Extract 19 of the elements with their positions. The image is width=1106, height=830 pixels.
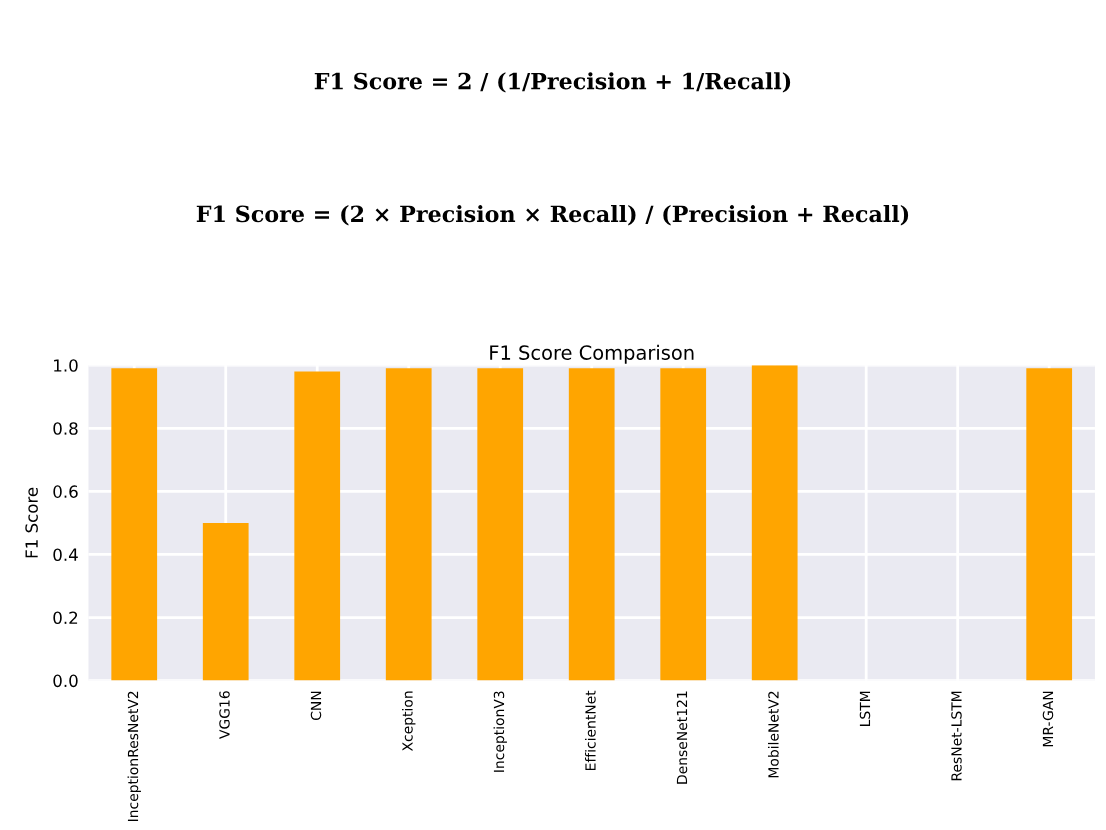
chart-title: F1 Score Comparison (490, 344, 694, 364)
text: F1 Score = (2 × Precision × Recall) / (Precision + Recall) (196, 205, 909, 226)
bar (385, 368, 432, 681)
y-tick-label: 0.0 (53, 674, 78, 688)
bar (111, 368, 158, 681)
bar (568, 368, 615, 681)
bar (751, 365, 798, 681)
text: F1 Score = 2 / (1/Precision + 1/Recall) (314, 72, 791, 93)
y-tick-label: 0.2 (53, 611, 78, 625)
y-tick-label: 0.8 (53, 422, 78, 435)
bar (202, 522, 249, 681)
y-tick-label: 0.4 (53, 548, 78, 562)
bar (660, 368, 707, 681)
bar (477, 368, 524, 681)
y-tick-label: 0.6 (53, 485, 78, 498)
y-tick-label: 1.0 (54, 359, 78, 372)
bar (1026, 368, 1073, 681)
bar (294, 371, 341, 681)
y-axis-title: F1 Score (25, 487, 38, 558)
